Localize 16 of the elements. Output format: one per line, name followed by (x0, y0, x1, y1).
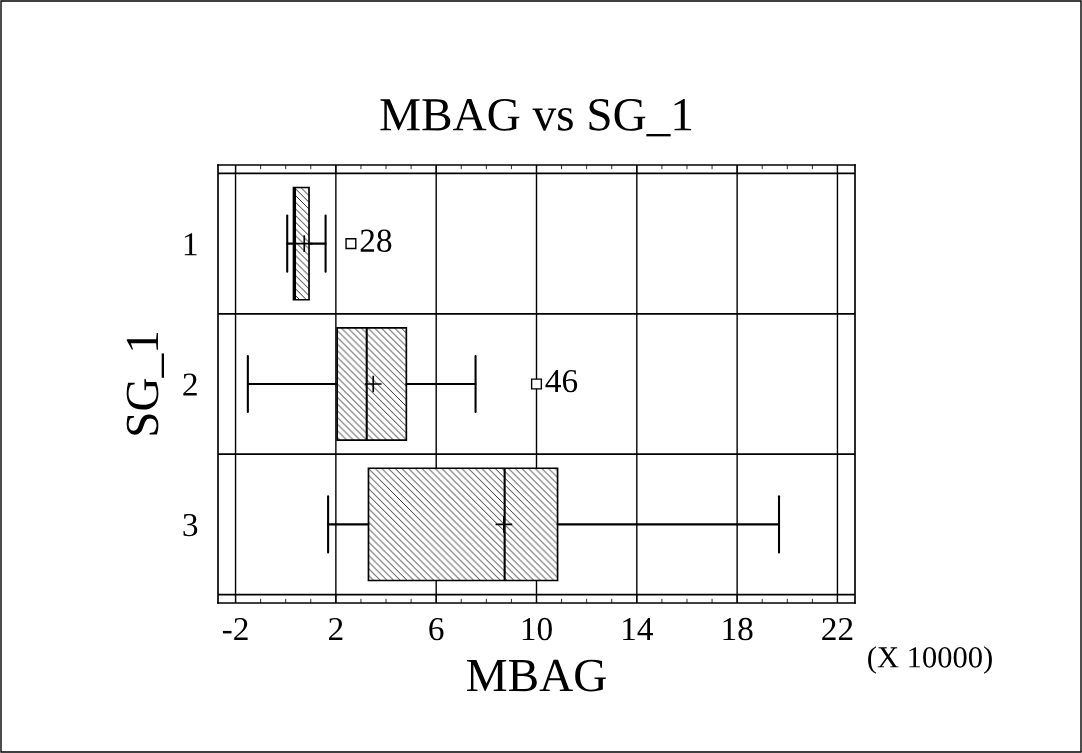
y-tick-label: 2 (183, 373, 197, 396)
x-tick-label: 18 (723, 617, 753, 641)
x-axis-title: MBAG (467, 659, 606, 692)
annotation: 28 (360, 229, 392, 252)
y-tick-label: 1 (184, 233, 197, 256)
x-tick-label: 14 (623, 618, 653, 641)
x-tick-label: 2 (329, 617, 343, 641)
x-tick-label: -2 (222, 617, 248, 641)
x-tick-label: 22 (822, 617, 853, 641)
x-tick-label: 10 (522, 617, 552, 641)
y-tick-label: 3 (183, 513, 198, 537)
annotation: 46 (545, 369, 578, 393)
y-axis-title: SG_1 (126, 333, 165, 435)
text: (X 10000) (868, 646, 992, 674)
chart-title: MBAG vs SG_1 (380, 99, 692, 137)
x-tick-label: 6 (429, 617, 444, 641)
